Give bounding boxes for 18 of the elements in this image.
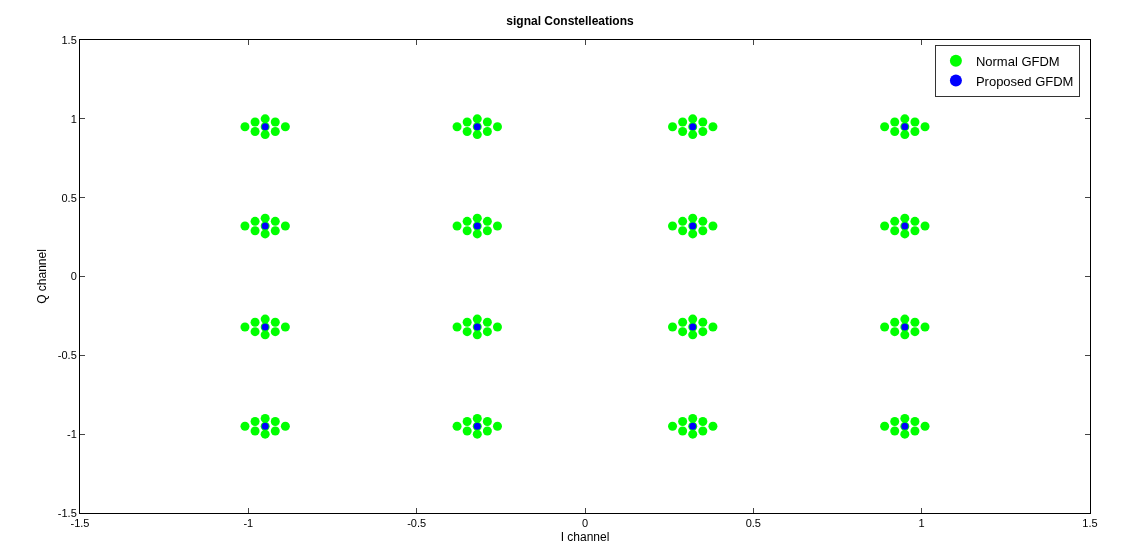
legend-label: Normal GFDM — [975, 53, 1060, 69]
y-tick-label: 0 — [70, 270, 77, 283]
y-tick-label: 1.5 — [61, 33, 77, 46]
x-tick-label: -0.5 — [407, 517, 427, 530]
x-tick-label: 0.5 — [745, 517, 761, 530]
y-tick-label: -0.5 — [57, 349, 77, 362]
x-tick-label: 1 — [918, 517, 925, 530]
y-tick-label: 0.5 — [61, 191, 77, 204]
chart-title: signal Constelleations — [506, 14, 635, 29]
y-tick-label: -1 — [67, 428, 77, 441]
x-tick-label: 1.5 — [1082, 517, 1098, 530]
x-axis-title: I channel — [560, 530, 610, 545]
x-tick-label: -1 — [243, 517, 254, 530]
legend-label: Proposed GFDM — [975, 73, 1074, 89]
x-tick-label: 0 — [581, 517, 589, 530]
y-tick-label: 1 — [70, 112, 77, 125]
y-tick-label: -1.5 — [57, 506, 77, 519]
y-axis-title: Q channel — [35, 249, 50, 304]
